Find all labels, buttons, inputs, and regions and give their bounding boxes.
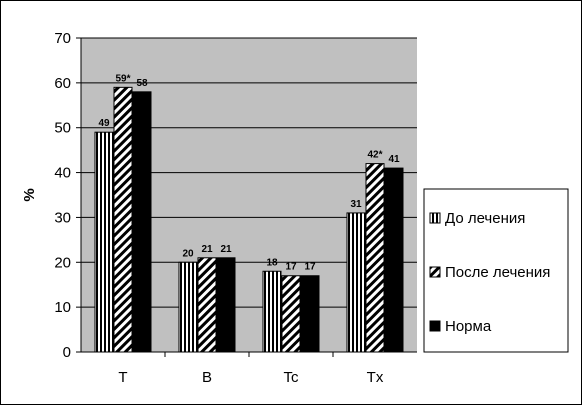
x-category-label: Tc [284, 369, 300, 386]
legend-swatch [429, 320, 441, 332]
axes: 0 10 20 30 40 50 60 70 T B Tc Tx [54, 30, 417, 386]
legend-box [423, 188, 569, 353]
bar [113, 86, 133, 353]
bar [281, 275, 301, 353]
y-tick-label: 40 [54, 165, 71, 182]
data-label: 20 [182, 248, 194, 259]
bar [132, 91, 152, 353]
bar [94, 131, 114, 353]
data-label: 18 [266, 257, 278, 268]
y-tick-label: 50 [54, 120, 71, 137]
bar [178, 261, 198, 353]
y-tick-label: 60 [54, 75, 71, 92]
data-label: 17 [304, 262, 316, 273]
y-tick-label: 10 [54, 299, 71, 316]
bar [384, 167, 404, 353]
data-label: 49 [98, 118, 110, 129]
data-label: 21 [220, 244, 232, 255]
bar [262, 270, 282, 353]
x-category-label: Tx [367, 369, 384, 386]
data-label: 41 [388, 154, 400, 165]
data-label: 17 [285, 262, 297, 273]
bar [365, 163, 385, 353]
y-tick-label: 0 [63, 344, 71, 361]
y-axis-label: % [21, 188, 38, 201]
y-tick-label: 30 [54, 209, 71, 226]
data-label: 42* [367, 150, 382, 161]
legend: До лечения После лечения Норма [423, 188, 569, 353]
data-label: 59* [115, 73, 130, 84]
bar [346, 212, 366, 353]
legend-swatch [429, 212, 441, 224]
x-category-label: T [118, 369, 127, 386]
y-tick-label: 70 [54, 30, 71, 47]
legend-label: После лечения [445, 264, 550, 281]
legend-swatch [429, 266, 441, 278]
bar [197, 257, 217, 353]
legend-label: Норма [445, 318, 492, 335]
x-category-label: B [202, 369, 212, 386]
data-label: 58 [136, 78, 148, 89]
data-label: 21 [201, 244, 213, 255]
bar [216, 257, 236, 353]
y-tick-label: 20 [54, 254, 71, 271]
legend-label: До лечения [445, 210, 525, 227]
data-label: 31 [350, 199, 362, 210]
bar [300, 275, 320, 353]
bars: 49 59* 58 20 21 21 18 17 17 31 42* 41 [94, 73, 404, 353]
